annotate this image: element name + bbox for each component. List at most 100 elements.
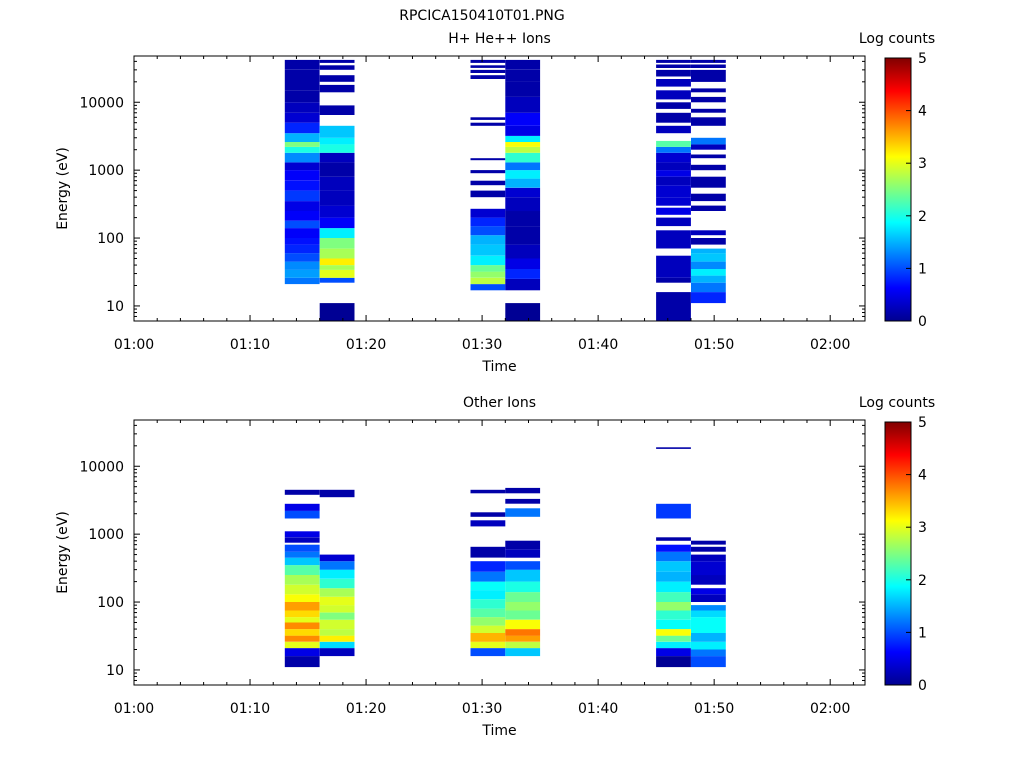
heatmap-cell [319,578,355,589]
heatmap-cell [284,575,320,585]
heatmap-cell [691,88,726,93]
heatmap-cell [284,152,320,163]
heatmap [284,59,726,321]
x-tick-label: 02:00 [810,337,850,353]
y-tick-label: 10 [106,299,124,315]
heatmap-cell [691,230,726,236]
heatmap-cell [284,59,320,70]
heatmap-cell [505,540,541,550]
heatmap-cell [319,152,355,163]
heatmap-cell [691,205,726,211]
heatmap-cell [319,612,355,620]
heatmap-cell [284,112,320,123]
heatmap-cell [505,641,541,649]
heatmap-cell [691,64,726,68]
heatmap-cell [656,230,691,238]
plot-frame [133,419,866,686]
heatmap-cell [284,102,320,113]
heatmap-cell [691,193,726,202]
heatmap-cell [505,629,541,636]
colorbar-tick-label: 3 [918,156,927,172]
heatmap-cell [470,122,506,126]
heatmap-cell [284,170,320,181]
colorbar-tick-label: 1 [918,625,927,641]
heatmap-cell [656,79,691,87]
heatmap-cell [505,258,541,269]
heatmap-cell [470,180,506,186]
panel-2: Other Ions 01:00 01:10 01:20 01:30 01:40 01:50… [55,395,935,739]
heatmap-cell [691,588,726,595]
heatmap-cell [319,277,355,283]
heatmap-cell [319,596,355,606]
heatmap-cell [319,569,355,579]
plot-frame [133,55,866,322]
heatmap-cell [284,584,320,595]
heatmap-cell [319,258,355,266]
heatmap-cell [656,292,691,321]
heatmap-cell [470,520,506,527]
heatmap-cell [470,546,506,558]
heatmap-cell [284,190,320,202]
y-tick-label: 1000 [88,527,124,543]
heatmap-cell [505,69,541,82]
heatmap-cell [284,531,320,538]
heatmap-cell [505,152,541,163]
heatmap-cell [319,248,355,259]
heatmap-cell [656,656,691,668]
x-tick-label: 01:50 [694,701,734,717]
heatmap-cell [319,190,355,206]
heatmap-cell [656,629,691,636]
heatmap-cell [691,261,726,269]
heatmap-cell [691,561,726,576]
heatmap-cell [284,641,320,649]
heatmap-cell [319,137,355,145]
heatmap-cell [319,84,355,93]
heatmap-cell [691,292,726,304]
heatmap-cell [470,648,506,657]
heatmap-cell [319,641,355,649]
heatmap-cell [505,278,541,291]
heatmap-cell [284,629,320,636]
heatmap-cell [691,137,726,145]
x-axis-label: Time [481,723,516,739]
x-tick-label: 01:50 [694,337,734,353]
panel-1: H+ He++ Ions 01:00 01:10 01:20 01:30 01:40 01:… [55,31,935,375]
y-tick-label: 100 [97,595,124,611]
heatmap-cell [319,75,355,82]
heatmap-cell [656,197,691,206]
heatmap-cell [656,59,691,63]
x-tick-label: 01:30 [462,701,502,717]
heatmap-cell [284,69,320,79]
page-title: RPCICA150410T01.PNG [399,8,564,24]
heatmap-cell [319,228,355,238]
heatmap-cell [470,170,506,174]
heatmap-cell [470,158,506,161]
heatmap-cell [319,489,355,498]
heatmap-cell [656,503,691,519]
heatmap-cell [656,592,691,602]
heatmap-cell [319,619,355,630]
heatmap-cell [691,69,726,82]
heatmap-cell [505,602,541,611]
heatmap-cell [691,540,726,545]
heatmap-cell [656,447,691,449]
heatmap-cell [656,619,691,630]
heatmap-cell [505,197,541,212]
heatmap-cell [284,510,320,519]
heatmap-cell [505,146,541,153]
heatmap-cell [284,201,320,211]
heatmap-cell [691,253,726,262]
heatmap-cell [656,277,691,283]
heatmap-cell [470,571,506,582]
heatmap-cell [284,122,320,134]
heatmap-cell [505,81,541,97]
heatmap-cell [470,265,506,272]
heatmap-cell [470,561,506,572]
heatmap-cell [470,59,506,63]
heatmap-cell [505,592,541,602]
heatmap-cell [505,244,541,259]
heatmap-cell [319,554,355,562]
heatmap-cell [505,211,541,227]
heatmap-cell [470,271,506,278]
